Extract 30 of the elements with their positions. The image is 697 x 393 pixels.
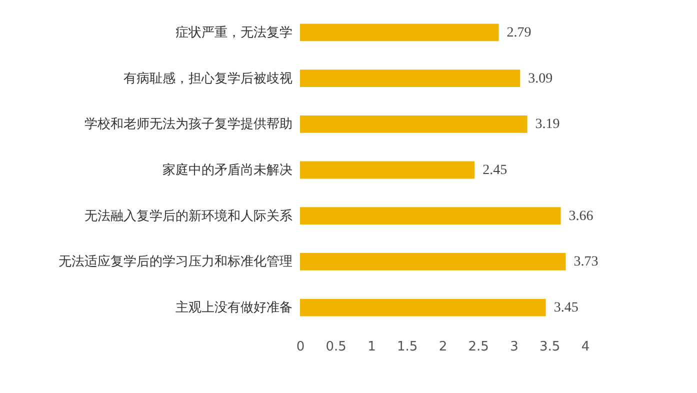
x-tick-label: 0.5	[326, 340, 346, 354]
data-label: 3.19	[535, 117, 560, 132]
x-tick-label: 2	[438, 340, 448, 354]
bar	[300, 115, 528, 133]
bar	[300, 207, 561, 225]
y-tick-label: 有病耻感，担心复学后被歧视	[124, 70, 292, 86]
bar	[300, 24, 499, 42]
x-tick-label: 2.5	[468, 340, 489, 354]
y-tick-label: 无法融入复学后的新环境和人际关系	[84, 208, 292, 224]
y-tick-label: 无法适应复学后的学习压力和标准化管理	[58, 254, 292, 270]
y-tick-label: 学校和老师无法为孩子复学提供帮助	[84, 117, 292, 132]
data-label: 2.79	[506, 25, 532, 40]
x-tick-label: 3	[510, 340, 518, 354]
data-label: 3.09	[528, 71, 553, 86]
data-label: 3.45	[554, 300, 578, 316]
data-label: 3.66	[568, 208, 594, 224]
x-tick-label: 1	[368, 340, 376, 354]
x-tick-label: 3.5	[540, 340, 560, 354]
x-tick-label: 4	[581, 340, 590, 354]
bar	[300, 252, 566, 270]
x-tick-label: 0	[296, 340, 305, 354]
y-tick-label: 家庭中的矛盾尚未解决	[162, 162, 292, 178]
y-tick-label: 症状严重，无法复学	[176, 25, 292, 40]
bar	[300, 298, 546, 316]
bar	[300, 70, 520, 88]
bar	[300, 161, 475, 179]
data-label: 3.73	[574, 254, 598, 270]
x-tick-label: 1.5	[397, 340, 418, 354]
data-label: 2.45	[482, 163, 508, 178]
y-tick-label: 主观上没有做好准备	[176, 300, 292, 316]
